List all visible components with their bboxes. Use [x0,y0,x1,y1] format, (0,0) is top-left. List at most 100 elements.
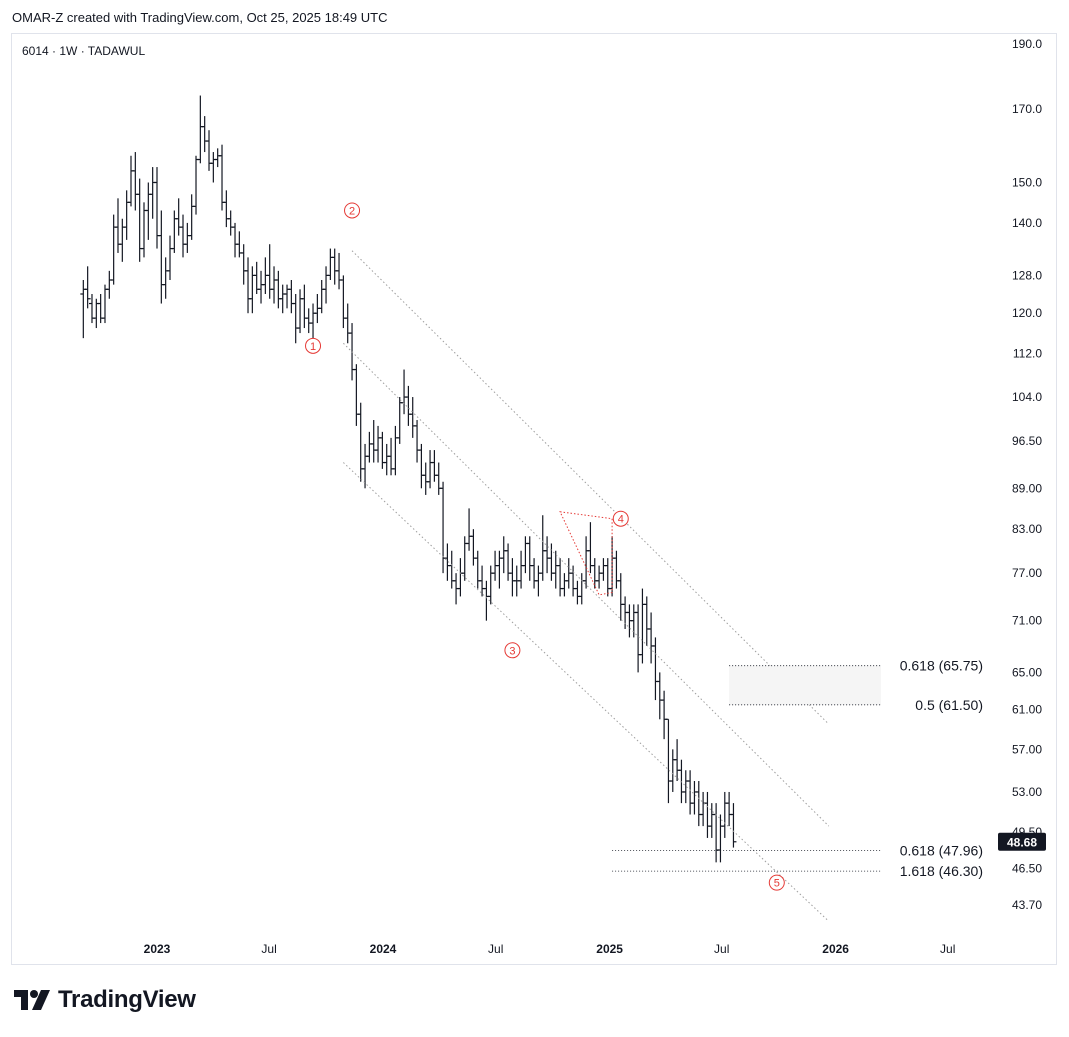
ohlc-bar [431,450,438,482]
y-tick-label: 57.00 [1012,742,1042,756]
ohlc-bar [531,558,538,589]
ohlc-bar [223,190,230,228]
fib-level[interactable]: 0.618 (65.75) [729,658,983,674]
wave-label-1[interactable]: 1 [305,337,322,354]
ohlc-bar [184,222,191,253]
ohlc-bar [127,155,134,207]
tradingview-logo[interactable]: TradingView [14,986,196,1014]
ohlc-bar [448,550,455,589]
channel-lines [343,250,830,922]
ohlc-bar [357,402,364,482]
ohlc-bar [232,222,239,258]
ohlc-bar [418,443,425,489]
ohlc-bar [175,198,182,236]
ohlc-bar [396,397,403,444]
wave-label-4[interactable]: 4 [612,510,629,527]
ohlc-bar [652,637,659,701]
ohlc-bar [483,580,490,621]
ohlc-bar [206,130,213,171]
wave-label-3[interactable]: 3 [504,642,521,659]
ohlc-bar [388,437,395,476]
ohlc-bar [362,443,369,489]
ohlc-bar [474,550,481,589]
ohlc-bar [201,116,208,153]
channel-line[interactable] [351,250,830,725]
ohlc-bar [609,536,616,597]
ohlc-bar [154,167,160,249]
y-tick-label: 89.00 [1012,481,1042,495]
ohlc-bar [518,550,525,589]
ohlc-bar [370,420,377,463]
ohlc-bar [613,550,620,589]
y-tick-label: 46.50 [1012,862,1042,876]
brand-name: TradingView [58,986,196,1013]
x-tick-label: Jul [940,942,955,956]
ohlc-bar [409,397,416,438]
fib-level[interactable]: 1.618 (46.30) [612,863,983,879]
ohlc-bar [557,558,564,597]
ohlc-bar [327,248,334,280]
ohlc-bar [318,279,325,314]
x-tick-label: Jul [714,942,729,956]
ohlc-bar [427,450,434,489]
chart-caption: OMAR-Z created with TradingView.com, Oct… [12,10,388,25]
wave-labels: 1 2 3 4 5 [305,202,785,891]
ohlc-bar [392,425,399,476]
channel-line[interactable] [343,462,830,922]
ohlc-bar [379,431,386,469]
ohlc-bar [249,266,256,314]
ohlc-bar [210,152,217,183]
svg-text:3: 3 [509,645,515,657]
ohlc-bar [167,235,174,280]
fib-levels: 0.618 (65.75) 0.5 (61.50) 0.618 (47.96) 1.6… [612,658,983,879]
y-tick-label: 61.00 [1012,703,1042,717]
ohlc-bar [110,214,117,285]
ohlc-bar [617,573,624,621]
ohlc-bar [132,152,139,211]
y-tick-label: 128.0 [1012,268,1042,282]
fib-label: 1.618 (46.30) [900,863,983,879]
ohlc-bar [635,604,642,673]
ohlc-bar [604,558,611,597]
ohlc-bar [695,781,702,827]
y-tick-label: 140.0 [1012,216,1042,230]
ohlc-bar [383,443,390,476]
ohlc-bar [656,672,663,720]
last-price-tag: 48.68 [998,832,1046,851]
ohlc-bar [180,214,187,258]
svg-text:4: 4 [618,514,624,526]
chart-frame[interactable] [11,33,1057,965]
y-tick-label: 120.0 [1012,306,1042,320]
ohlc-bar [509,558,516,597]
fib-level[interactable]: 0.618 (47.96) [612,843,983,859]
x-tick-label: 2026 [822,942,849,956]
triangle-pattern[interactable] [559,511,613,596]
ohlc-bar [669,749,676,792]
fib-label: 0.618 (65.75) [900,658,983,674]
ohlc-bar [119,218,126,262]
ohlc-bar [158,210,165,304]
wave-label-2[interactable]: 2 [344,202,361,219]
ohlc-bar [552,550,559,589]
ohlc-bar [245,257,252,314]
ohlc-bar [162,257,169,299]
ohlc-bar [466,508,473,551]
ohlc-bar [188,194,195,240]
ohlc-bar [535,565,542,597]
ohlc-bar [136,178,143,262]
ohlc-bar [149,167,156,219]
x-tick-label: Jul [488,942,503,956]
ohlc-bar [440,481,447,574]
fib-label: 0.618 (47.96) [900,843,983,859]
ohlc-bar [470,529,477,566]
ohlc-bar [496,550,503,589]
ohlc-bar [414,420,421,463]
ohlc-bar [596,565,603,589]
ohlc-bar [487,565,494,605]
y-tick-label: 170.0 [1012,102,1042,116]
fib-level[interactable]: 0.5 (61.50) [729,697,983,713]
y-tick-label: 112.0 [1013,347,1042,361]
wave-label-5[interactable]: 5 [768,874,785,891]
tradingview-logo-icon [14,990,50,1010]
